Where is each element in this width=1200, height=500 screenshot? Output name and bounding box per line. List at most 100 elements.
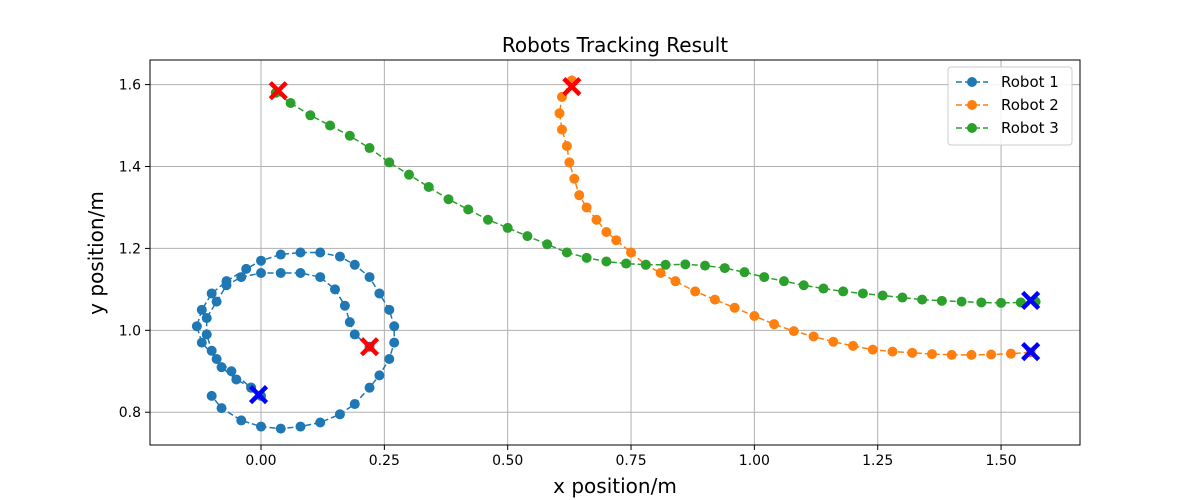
- data-point: [655, 267, 666, 278]
- series-line: [558, 80, 1031, 356]
- data-point: [857, 288, 868, 299]
- data-point: [561, 247, 572, 258]
- data-point: [564, 157, 575, 168]
- data-point: [798, 280, 809, 291]
- chart-title: Robots Tracking Result: [502, 33, 728, 57]
- plot-frame: [149, 59, 1081, 446]
- series-3: [270, 87, 1041, 308]
- data-point: [191, 321, 202, 332]
- data-point: [389, 337, 400, 348]
- y-axis-title: y position/m: [84, 191, 108, 315]
- data-point: [502, 222, 513, 233]
- data-point: [670, 276, 681, 287]
- data-point: [936, 295, 947, 306]
- data-point: [591, 214, 602, 225]
- data-point: [226, 366, 237, 377]
- data-point: [196, 304, 207, 315]
- data-point: [946, 349, 957, 360]
- data-point: [349, 399, 360, 410]
- data-point: [201, 313, 212, 324]
- data-point: [334, 409, 345, 420]
- data-point: [581, 202, 592, 213]
- data-point: [956, 296, 967, 307]
- legend-label: Robot 3: [1001, 119, 1059, 137]
- data-point: [848, 340, 859, 351]
- data-point: [660, 259, 671, 270]
- legend-frame: [947, 66, 1073, 146]
- data-point: [216, 403, 227, 414]
- data-point: [897, 292, 908, 303]
- data-point: [364, 382, 375, 393]
- data-point: [236, 415, 247, 426]
- legend: Robot 1 Robot 2 Robot 3: [947, 66, 1073, 146]
- end-marker: [1021, 290, 1041, 311]
- data-point: [907, 347, 918, 358]
- data-point: [709, 294, 720, 305]
- data-point: [569, 173, 580, 184]
- series-line: [196, 251, 395, 430]
- data-point: [1005, 348, 1016, 359]
- start-marker: [268, 81, 288, 101]
- data-point: [201, 329, 212, 340]
- x-tick-label: 0.00: [245, 453, 276, 469]
- data-point: [554, 108, 565, 119]
- series-1: [191, 247, 400, 434]
- data-point: [601, 227, 612, 238]
- legend-entry: Robot 1: [956, 73, 1059, 91]
- series-2: [554, 75, 1036, 360]
- data-point: [275, 249, 286, 260]
- data-point: [680, 259, 691, 270]
- data-point: [423, 181, 434, 192]
- x-tick-label: 0.75: [615, 453, 646, 469]
- data-point: [236, 272, 247, 283]
- y-tick-label: 1.6: [119, 78, 141, 94]
- data-point: [621, 258, 632, 269]
- data-point: [877, 290, 888, 301]
- data-point: [626, 247, 637, 258]
- data-point: [315, 247, 326, 258]
- data-point: [221, 276, 232, 287]
- legend-label: Robot 2: [1001, 96, 1059, 114]
- data-point: [700, 260, 711, 271]
- data-point: [443, 194, 454, 205]
- data-point: [581, 252, 592, 263]
- data-point: [315, 417, 326, 428]
- x-tick-label: 1.25: [862, 453, 893, 469]
- data-point: [339, 300, 350, 311]
- data-point: [285, 98, 296, 109]
- data-point: [374, 370, 385, 381]
- y-tick-label: 1.2: [119, 241, 141, 257]
- data-point: [349, 259, 360, 270]
- data-point: [838, 286, 849, 297]
- data-point: [206, 390, 217, 401]
- data-point: [344, 317, 355, 328]
- x-axis-title: x position/m: [553, 474, 677, 498]
- data-point: [364, 272, 375, 283]
- data-point: [976, 297, 987, 308]
- end-marker: [248, 385, 269, 405]
- data-point: [867, 344, 878, 355]
- x-tick-label: 1.00: [739, 453, 770, 469]
- data-point: [384, 304, 395, 315]
- axes: 0.00 0.25 0.50 0.75 1.00 1.25 1.50 0.8 1.0 1.2 1.4…: [119, 59, 1081, 469]
- data-point: [808, 331, 819, 342]
- data-point: [256, 267, 267, 278]
- data-point: [241, 263, 252, 274]
- data-point: [344, 130, 355, 141]
- x-tick-label: 0.50: [492, 453, 523, 469]
- data-point: [828, 336, 839, 347]
- data-point: [384, 353, 395, 364]
- data-point: [719, 263, 730, 274]
- data-point: [561, 141, 572, 152]
- data-point: [349, 329, 360, 340]
- data-point: [749, 310, 760, 321]
- start-marker: [359, 337, 380, 357]
- end-marker: [1021, 342, 1041, 362]
- data-point: [966, 349, 977, 360]
- data-point: [463, 204, 474, 215]
- data-point: [216, 362, 227, 373]
- data-point: [389, 321, 400, 332]
- data-point: [231, 374, 242, 385]
- data-point: [315, 272, 326, 283]
- data-point: [384, 157, 395, 168]
